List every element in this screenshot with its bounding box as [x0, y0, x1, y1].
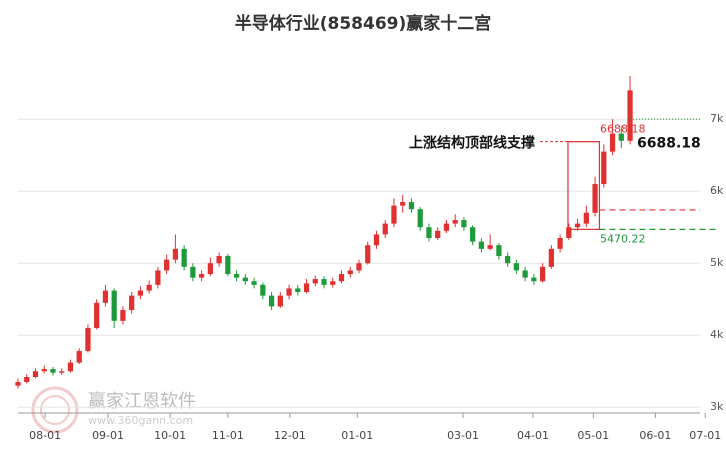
x-tick-label: 12-01	[274, 429, 306, 442]
y-tick-label: 3k	[710, 400, 724, 413]
candle-body	[522, 270, 528, 278]
candle-body	[67, 362, 74, 372]
support-label: 上涨结构顶部线支撑	[409, 135, 535, 152]
candle-body	[233, 274, 240, 278]
candle-body	[312, 279, 318, 284]
candle-body	[417, 209, 423, 228]
candle-body	[330, 281, 336, 285]
candle-body	[181, 248, 187, 267]
candle-body	[129, 295, 135, 311]
candle-body	[303, 283, 310, 293]
candle-body	[286, 288, 292, 296]
candle-body	[505, 256, 511, 264]
candle-body	[225, 256, 231, 275]
candle-body	[15, 382, 21, 386]
x-tick-label: 08-01	[29, 429, 61, 442]
candle-body	[85, 328, 91, 352]
candle-body	[137, 290, 144, 296]
candle-body	[400, 202, 406, 206]
x-tick-label: 04-01	[517, 429, 549, 442]
candle-body	[295, 288, 301, 293]
level-label: 5470.22	[600, 232, 646, 245]
candle-body	[24, 376, 30, 383]
candle-body	[94, 302, 100, 329]
candle-body	[277, 295, 283, 307]
candle-body	[548, 248, 554, 267]
candle-body	[146, 284, 152, 291]
watermark: 赢家江恩软件	[88, 390, 196, 412]
x-tick-label: 10-01	[154, 429, 186, 442]
candle-body	[627, 90, 633, 141]
candle-body	[111, 290, 117, 321]
x-tick-label: 01-01	[341, 429, 373, 442]
candle-body	[408, 202, 415, 210]
candle-body	[242, 277, 248, 282]
candle-body	[452, 220, 458, 224]
x-tick-label: 05-01	[577, 429, 609, 442]
watermark-url: www.360gann.com	[88, 414, 193, 427]
candle-body	[251, 281, 257, 285]
candle-body	[32, 371, 39, 377]
y-tick-label: 5k	[710, 256, 724, 269]
x-tick-label: 11-01	[212, 429, 244, 442]
candle-body	[618, 133, 624, 141]
candle-body	[120, 310, 126, 321]
x-tick-label: 03-01	[447, 429, 479, 442]
candle-body	[443, 223, 450, 231]
candle-body	[198, 274, 205, 278]
y-tick-label: 4k	[710, 328, 724, 341]
candle-body	[592, 184, 598, 213]
candle-body	[470, 227, 476, 242]
support-value: 6688.18	[637, 136, 701, 152]
x-tick-label: 06-01	[639, 429, 671, 442]
candle-body	[557, 238, 563, 249]
candle-body	[435, 230, 441, 239]
candle-body	[260, 284, 266, 296]
candle-body	[513, 263, 520, 271]
candle-body	[426, 227, 432, 239]
x-tick-label: 07-01	[689, 429, 721, 442]
candle-body	[190, 266, 196, 278]
candle-body	[207, 263, 213, 275]
candle-body	[487, 245, 493, 249]
chart-title: 半导体行业(858469)赢家十二宫	[235, 13, 492, 34]
support-box	[567, 141, 601, 230]
candle-body	[41, 369, 47, 372]
candle-body	[164, 259, 170, 271]
candle-body	[356, 263, 362, 271]
candle-body	[583, 212, 589, 224]
candle-body	[478, 241, 485, 249]
candle-body	[601, 151, 607, 185]
candle-body	[59, 371, 65, 373]
candle-body	[365, 245, 371, 264]
y-tick-label: 6k	[710, 184, 724, 197]
candle-body	[76, 351, 82, 363]
candle-body	[172, 248, 179, 260]
candle-body	[347, 270, 353, 275]
candle-body	[566, 227, 572, 239]
candle-body	[531, 277, 537, 282]
x-tick-label: 09-01	[92, 429, 124, 442]
candle-body	[461, 220, 467, 228]
candle-body	[155, 270, 161, 285]
candle-body	[539, 266, 546, 282]
candle-body	[102, 290, 109, 303]
support-value-small: 6688.18	[600, 123, 646, 136]
watermark-logo	[31, 386, 79, 434]
candle-body	[574, 223, 581, 228]
candle-body	[338, 274, 345, 282]
candle-body	[321, 279, 327, 285]
candle-body	[609, 133, 616, 152]
candle-body	[50, 369, 56, 373]
candle-body	[216, 256, 222, 264]
y-tick-label: 7k	[710, 112, 724, 125]
candle-body	[268, 295, 275, 307]
candle-body	[496, 245, 502, 257]
candle-body	[391, 205, 397, 224]
candle-body	[373, 234, 380, 246]
candle-body	[382, 223, 388, 235]
